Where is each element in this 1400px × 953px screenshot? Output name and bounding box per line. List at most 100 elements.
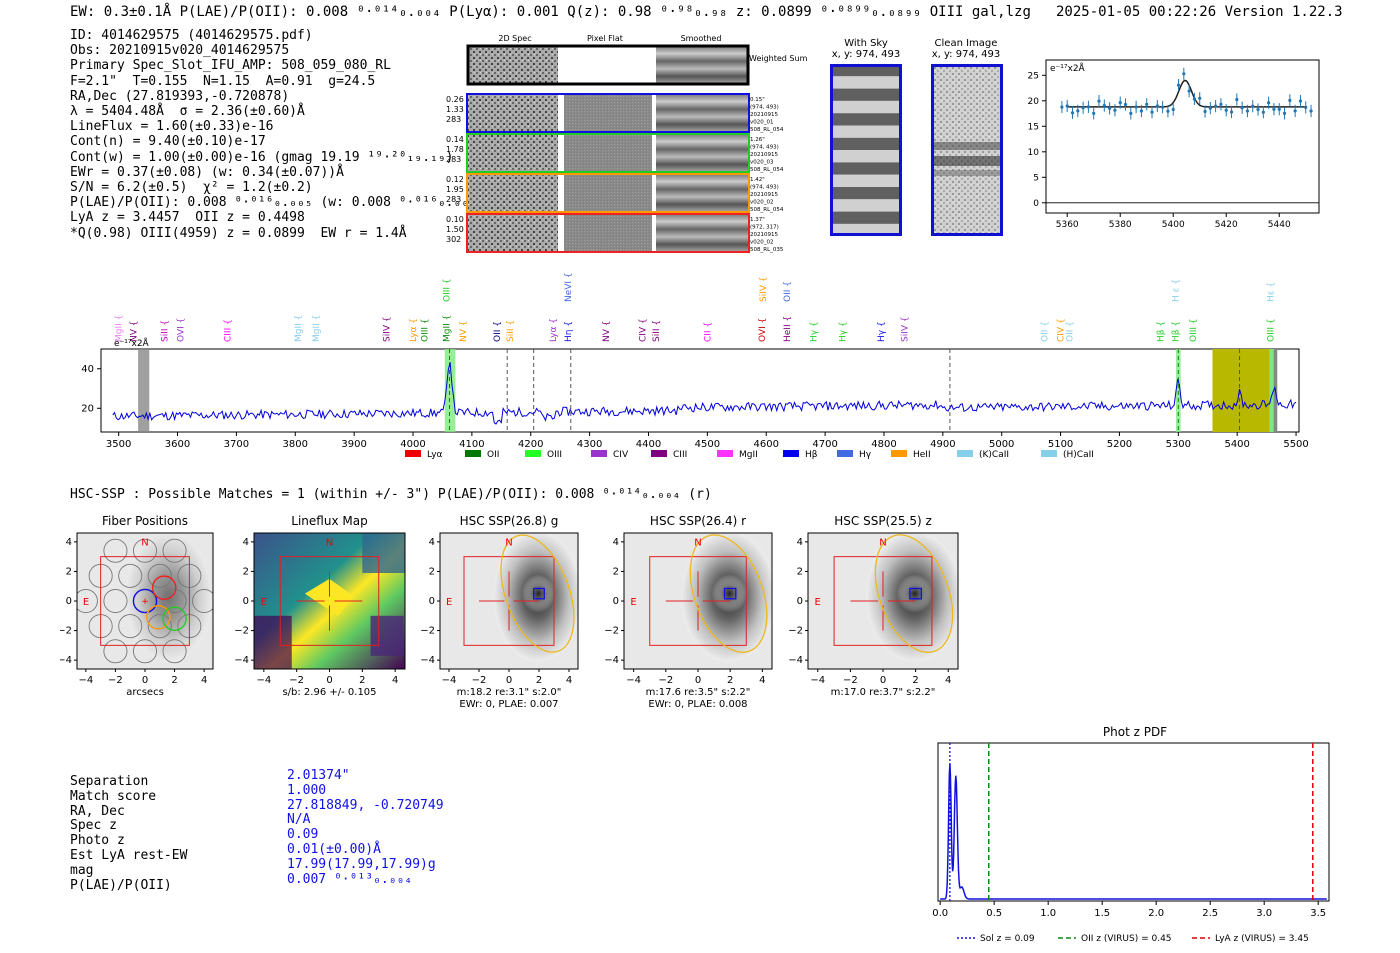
fiber-circle bbox=[192, 588, 213, 614]
line-fit-point bbox=[1214, 104, 1218, 108]
hsc-panel-caption: s/b: 2.96 +/- 0.105 bbox=[282, 687, 376, 698]
photz-legend: Sol z = 0.09 OII z (VIRUS) = 0.45 LyA z … bbox=[957, 934, 1309, 944]
line-fit-point bbox=[1076, 109, 1080, 113]
hsc-xtick: −4 bbox=[256, 675, 271, 686]
spec2d-row-meta: v020_03 bbox=[750, 160, 774, 166]
with-sky-title: With Sky x, y: 974, 493 bbox=[830, 38, 902, 60]
hsc-ytick: 2 bbox=[613, 566, 619, 577]
spec2d-row-meta: 1.37" bbox=[750, 217, 765, 223]
spec2d-cell bbox=[468, 134, 558, 172]
legend-swatch bbox=[1041, 450, 1057, 457]
full-spectrum-unit: e⁻¹⁷x2Å bbox=[114, 337, 150, 349]
fiber-circle bbox=[132, 538, 158, 563]
hsc-xtick: 2 bbox=[536, 675, 542, 686]
spectrum-xtick: 4400 bbox=[636, 439, 661, 450]
info-line: Primary Spec_Slot_IFU_AMP: 508_059_080_R… bbox=[70, 58, 391, 74]
line-fit-point bbox=[1060, 105, 1064, 109]
hsc-xtick: −4 bbox=[442, 675, 457, 686]
line-fit-point bbox=[1256, 107, 1260, 112]
spectral-line-label: MgII { bbox=[312, 315, 322, 342]
spectral-line-label: Hε { bbox=[1267, 282, 1277, 302]
match-label: Photo z bbox=[70, 833, 125, 849]
spectral-line-label: SiII { bbox=[652, 320, 662, 342]
spectrum-xtick: 5400 bbox=[1224, 439, 1249, 450]
match-value: N/A bbox=[287, 812, 311, 828]
spectral-line-label: CIV { bbox=[639, 318, 649, 342]
hsc-panel-image bbox=[440, 533, 578, 669]
hsc-ytick: 4 bbox=[797, 537, 803, 548]
line-fit-point bbox=[1224, 108, 1228, 112]
hsc-header: HSC-SSP : Possible Matches = 1 (within +… bbox=[70, 487, 712, 502]
smoothed-cell bbox=[656, 214, 748, 252]
spectral-line-label: OIII { bbox=[1267, 318, 1277, 342]
legend-swatch bbox=[525, 450, 541, 457]
line-fit-xtick: 5400 bbox=[1162, 220, 1185, 230]
hsc-xtick: −2 bbox=[843, 675, 858, 686]
match-label: mag bbox=[70, 862, 94, 878]
compass-east: E bbox=[815, 597, 821, 608]
masked-region bbox=[138, 349, 150, 432]
match-marker bbox=[533, 587, 545, 600]
hsc-xtick: 0 bbox=[695, 675, 701, 686]
info-line: EWr = 0.37(±0.08) (w: 0.34(±0.07))Å bbox=[70, 164, 344, 180]
line-fit-point bbox=[1081, 106, 1085, 110]
line-fit-point bbox=[1187, 89, 1191, 93]
hsc-xtick: 4 bbox=[201, 675, 207, 686]
line-fit-ytick: 25 bbox=[1028, 71, 1039, 81]
legend-swatch bbox=[465, 450, 481, 457]
spec2d-row-stat: 1.50 bbox=[446, 225, 464, 234]
weighted-sum-label: Weighted Sum bbox=[749, 54, 808, 63]
clean-image-label: Clean Image bbox=[934, 38, 998, 49]
legend-label: CIV bbox=[613, 450, 629, 460]
photz-xtick: 0.0 bbox=[932, 908, 948, 919]
spectral-line-label: OII { bbox=[783, 281, 793, 302]
aperture-box bbox=[833, 556, 933, 646]
line-fit-point bbox=[1251, 104, 1255, 108]
spec2d-row-meta: 0.15" bbox=[750, 97, 765, 103]
line-fit-point bbox=[1309, 109, 1313, 113]
hsc-ytick: −2 bbox=[788, 626, 803, 637]
line-fit-point bbox=[1219, 102, 1223, 106]
hsc-xtick: 2 bbox=[359, 675, 365, 686]
header-timestamp: 2025-01-05 00:22:26 Version 1.22.3 bbox=[1056, 4, 1343, 20]
aperture-box bbox=[649, 556, 747, 646]
spec2d-row-stat: 302 bbox=[446, 235, 461, 244]
spec2d-row-meta: 20210915 bbox=[750, 232, 778, 238]
full-spectrum-frame bbox=[100, 348, 1300, 433]
match-value: 0.01(±0.00)Å bbox=[287, 841, 381, 857]
spectral-line-label: HeII { bbox=[783, 316, 793, 342]
hsc-ytick: 2 bbox=[243, 566, 249, 577]
clean-image-cutout bbox=[931, 64, 1003, 236]
fiber-circle bbox=[162, 639, 187, 664]
hsc-ytick: −4 bbox=[420, 655, 435, 666]
compass-east: E bbox=[630, 597, 636, 608]
line-fit-point bbox=[1092, 111, 1096, 115]
line-fit-xtick: 5440 bbox=[1268, 220, 1291, 230]
line-fit-point bbox=[1261, 110, 1265, 114]
spectrum-xtick: 4900 bbox=[930, 439, 955, 450]
match-marker bbox=[723, 587, 737, 600]
spectral-line-label: NV { bbox=[602, 321, 612, 342]
legend-label: Lyα bbox=[427, 450, 443, 460]
aperture-box bbox=[463, 556, 555, 646]
aperture-box bbox=[279, 556, 380, 646]
spectral-line-label: NV { bbox=[129, 321, 139, 342]
spectral-line-label: OII { bbox=[1041, 321, 1051, 342]
photz-xtick: 3.5 bbox=[1310, 908, 1326, 919]
hsc-ytick: 0 bbox=[243, 596, 249, 607]
line-fit-point bbox=[1288, 98, 1292, 102]
spectral-line-label: Hη { bbox=[564, 321, 574, 342]
hsc-ytick: 2 bbox=[66, 566, 72, 577]
hsc-panel-title: HSC SSP(26.4) r bbox=[650, 514, 746, 528]
spectrum-xtick: 3600 bbox=[165, 439, 190, 450]
hsc-panel-title: HSC SSP(26.8) g bbox=[460, 514, 559, 528]
hsc-ytick: 4 bbox=[66, 537, 72, 548]
spec2d-cell bbox=[468, 214, 558, 252]
compass-east: E bbox=[446, 597, 452, 608]
fiber-circle bbox=[162, 538, 187, 563]
line-fit-point bbox=[1293, 109, 1297, 113]
spectral-line-label: MgII { bbox=[294, 315, 304, 342]
line-fit-point bbox=[1097, 99, 1101, 103]
info-line: *Q(0.98) OIII(4959) z = 0.0899 EW r = 1.… bbox=[70, 225, 407, 241]
info-line: RA,Dec (27.819393,-0.720878) bbox=[70, 88, 290, 104]
